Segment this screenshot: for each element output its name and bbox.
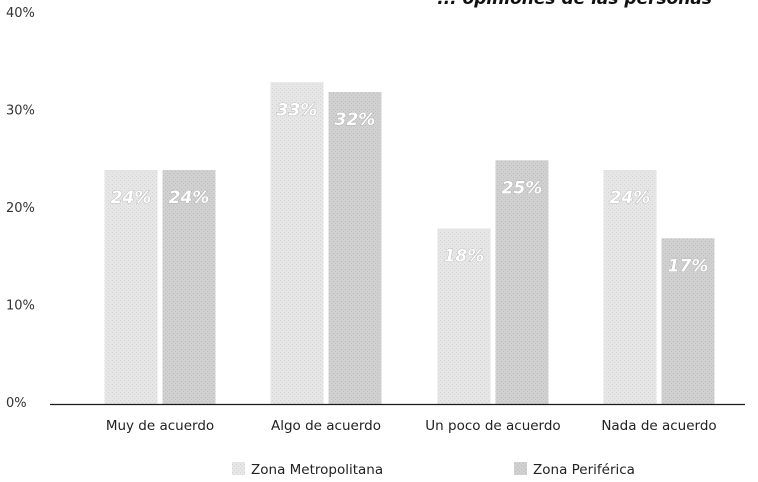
bar-periferica-2 <box>495 160 549 404</box>
bar-value-label: 33% <box>277 100 318 120</box>
bar-series <box>104 82 715 404</box>
bar-value-label: 18% <box>444 247 485 267</box>
bar-data-labels: 24% 33% 18% 24% 24% 32% 25% 17% <box>110 100 709 277</box>
legend-swatch-metropolitana <box>232 462 245 475</box>
chart-title: ... opiniones de las personas <box>437 0 712 9</box>
x-category-label: Muy de acuerdo <box>106 418 214 434</box>
bar-periferica-0 <box>162 170 216 404</box>
y-tick-label: 40% <box>6 6 35 21</box>
bar-value-label: 24% <box>169 188 210 208</box>
y-tick-label: 30% <box>6 104 35 119</box>
x-axis-categories: Muy de acuerdo Algo de acuerdo Un poco de … <box>106 418 717 434</box>
bar-metropolitana-0 <box>104 170 158 404</box>
bar-metropolitana-1 <box>270 82 324 404</box>
y-tick-label: 10% <box>6 299 35 314</box>
bar-metropolitana-2 <box>437 228 491 404</box>
bar-periferica-1 <box>328 92 382 404</box>
y-axis-ticks: 0% 10% 20% 30% 40% <box>6 6 35 411</box>
bar-value-label: 17% <box>668 256 709 276</box>
bar-periferica-3 <box>661 238 715 404</box>
legend-label-metropolitana: Zona Metropolitana <box>251 462 383 478</box>
bar-value-label: 25% <box>502 178 543 198</box>
x-category-label: Algo de acuerdo <box>271 418 381 434</box>
y-tick-label: 20% <box>6 201 35 216</box>
bar-metropolitana-3 <box>603 170 657 404</box>
x-category-label: Nada de acuerdo <box>601 418 716 434</box>
legend: Zona Metropolitana Zona Periférica <box>232 462 635 478</box>
legend-label-periferica: Zona Periférica <box>533 462 635 478</box>
bar-value-label: 32% <box>335 110 376 130</box>
legend-swatch-periferica <box>514 462 527 475</box>
y-tick-label: 0% <box>6 396 27 411</box>
x-category-label: Un poco de acuerdo <box>425 418 560 434</box>
bar-value-label: 24% <box>111 188 152 208</box>
bar-value-label: 24% <box>610 188 651 208</box>
